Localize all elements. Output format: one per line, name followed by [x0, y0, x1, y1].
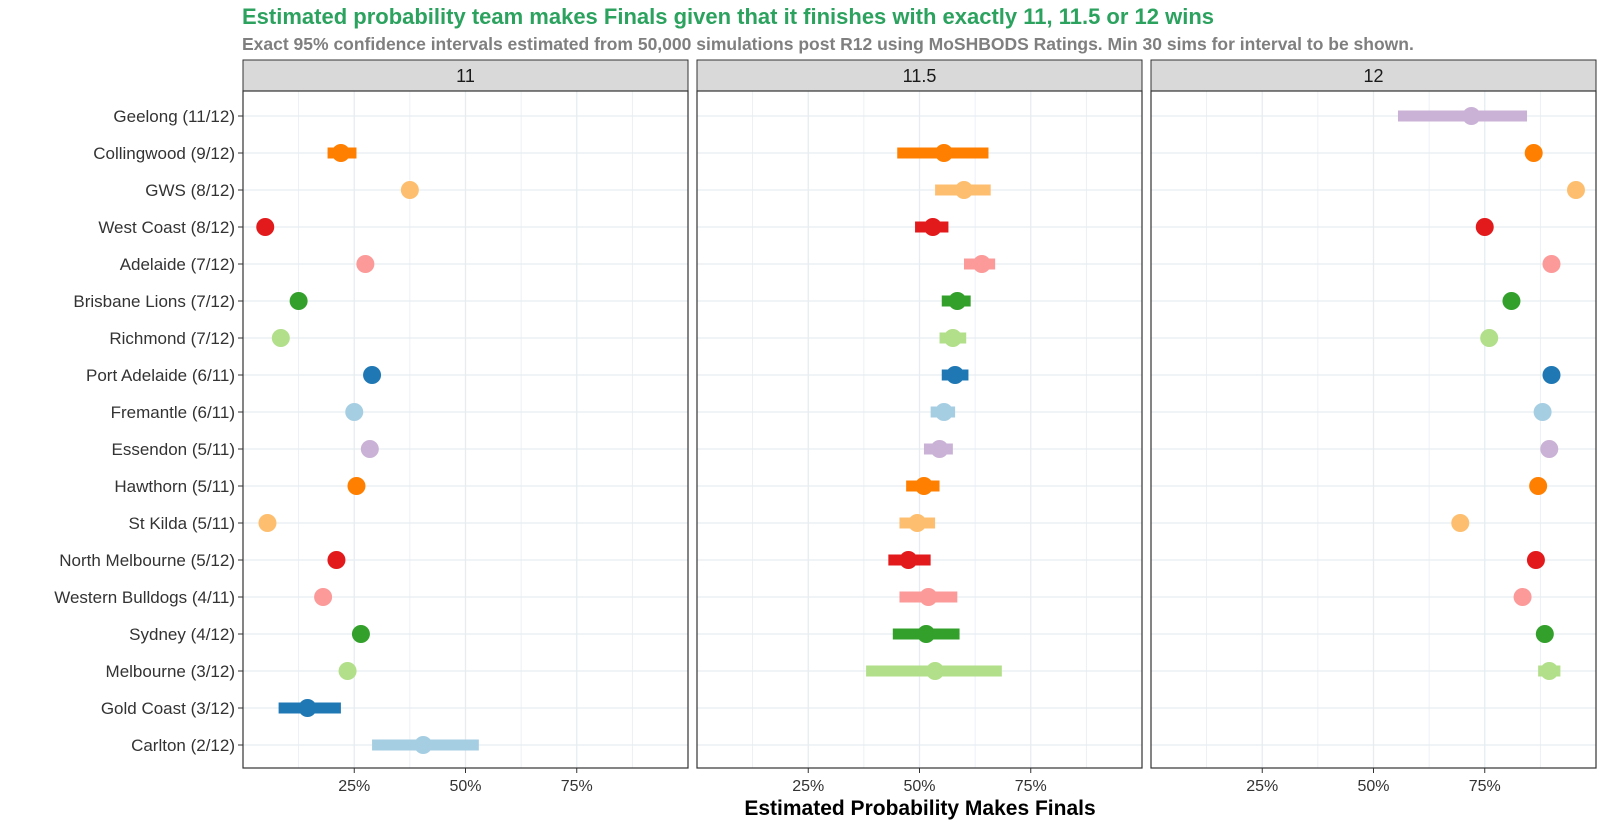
- estimate-point: [1533, 403, 1552, 421]
- facet-strip: [696, 59, 1143, 92]
- estimate-point: [298, 699, 317, 717]
- x-tick-label: 25%: [338, 778, 370, 795]
- x-tick-label: 50%: [449, 778, 481, 795]
- estimate-point: [360, 440, 379, 458]
- estimate-point: [347, 477, 366, 495]
- estimate-point: [934, 144, 953, 162]
- y-tick-label: Collingwood (9/12): [93, 144, 235, 163]
- estimate-point: [351, 625, 370, 643]
- estimate-point: [327, 551, 346, 569]
- y-tick-label: Essendon (5/11): [112, 440, 235, 459]
- panel-border: [1150, 90, 1597, 769]
- estimate-point: [919, 588, 938, 606]
- x-tick-label: 50%: [903, 778, 935, 795]
- x-tick-label: 75%: [1015, 778, 1047, 795]
- estimate-point: [400, 181, 419, 199]
- estimate-point: [1480, 329, 1499, 347]
- estimate-point: [258, 514, 277, 532]
- y-tick-label: Port Adelaide (6/11): [86, 366, 235, 385]
- estimate-point: [1542, 255, 1561, 273]
- estimate-point: [1540, 662, 1559, 680]
- x-tick-label: 50%: [1357, 778, 1389, 795]
- estimate-point: [314, 588, 333, 606]
- estimate-point: [899, 551, 918, 569]
- panel-border: [696, 90, 1143, 769]
- y-tick-label: Sydney (4/12): [129, 625, 235, 644]
- y-tick-label: GWS (8/12): [145, 181, 235, 200]
- estimate-point: [363, 366, 382, 384]
- estimate-point: [914, 477, 933, 495]
- y-tick-label: Brisbane Lions (7/12): [73, 292, 235, 311]
- y-tick-label: Hawthorn (5/11): [114, 477, 235, 496]
- estimate-point: [926, 662, 945, 680]
- estimate-point: [414, 736, 433, 754]
- estimate-point: [1529, 477, 1548, 495]
- estimate-point: [948, 292, 967, 310]
- estimate-point: [1502, 292, 1521, 310]
- estimate-point: [943, 329, 962, 347]
- estimate-point: [1526, 551, 1545, 569]
- y-tick-label: Gold Coast (3/12): [101, 699, 235, 718]
- y-tick-label: Fremantle (6/11): [111, 403, 235, 422]
- y-tick-label: St Kilda (5/11): [129, 514, 235, 533]
- facet-strip-label: 11.5: [903, 66, 937, 86]
- y-tick-label: West Coast (8/12): [98, 218, 235, 237]
- estimate-point: [955, 181, 973, 199]
- estimate-point: [256, 218, 275, 236]
- facet-strip-label: 11: [456, 66, 475, 86]
- estimate-point: [917, 625, 936, 643]
- estimate-point: [338, 662, 357, 680]
- chart-subtitle: Exact 95% confidence intervals estimated…: [242, 34, 1414, 54]
- y-tick-label: Adelaide (7/12): [120, 255, 235, 274]
- estimate-point: [1535, 625, 1554, 643]
- chart-title: Estimated probability team makes Finals …: [242, 4, 1215, 29]
- x-tick-label: 75%: [1469, 778, 1501, 795]
- x-tick-label: 25%: [792, 778, 824, 795]
- facet-strip-label: 12: [1363, 66, 1383, 86]
- estimate-point: [1524, 144, 1543, 162]
- x-tick-label: 75%: [561, 778, 593, 795]
- estimate-point: [1566, 181, 1585, 199]
- y-tick-label: Richmond (7/12): [109, 329, 235, 348]
- y-tick-label: Carlton (2/12): [131, 736, 235, 755]
- y-tick-label: Western Bulldogs (4/11): [54, 588, 235, 607]
- y-tick-label: North Melbourne (5/12): [59, 551, 235, 570]
- estimate-point: [331, 144, 350, 162]
- panel-border: [242, 90, 689, 769]
- x-axis-title: Estimated Probability Makes Finals: [744, 797, 1095, 820]
- estimate-point: [271, 329, 290, 347]
- facet-strip: [242, 59, 689, 92]
- estimate-point: [972, 255, 991, 273]
- x-tick-label: 25%: [1246, 778, 1278, 795]
- estimate-point: [1462, 107, 1481, 125]
- y-tick-label: Geelong (11/12): [113, 107, 235, 126]
- estimate-point: [345, 403, 364, 421]
- y-tick-label: Melbourne (3/12): [106, 662, 235, 681]
- estimate-point: [934, 403, 953, 421]
- estimate-point: [930, 440, 949, 458]
- estimate-point: [1513, 588, 1532, 606]
- estimate-point: [923, 218, 942, 236]
- estimate-point: [1475, 218, 1494, 236]
- estimate-point: [908, 514, 927, 532]
- estimate-point: [946, 366, 965, 384]
- estimate-point: [1451, 514, 1470, 532]
- estimate-point: [289, 292, 308, 310]
- estimate-point: [1542, 366, 1561, 384]
- estimate-point: [356, 255, 375, 273]
- estimate-point: [1540, 440, 1559, 458]
